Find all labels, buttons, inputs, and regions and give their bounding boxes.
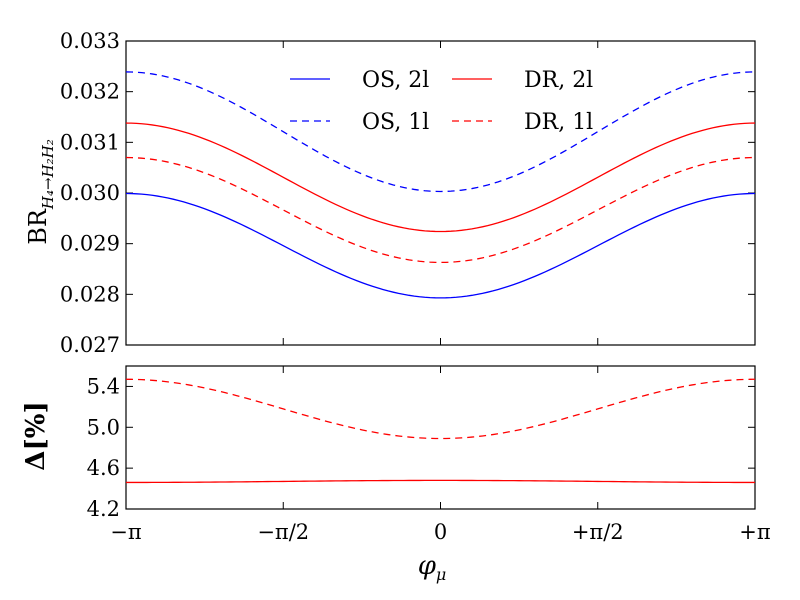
series-line--1l — [125, 378, 756, 440]
bottom-panel: 4.2 4.6 5.0 5.4 −π −π/2 0 +π/2 +π — [87, 365, 771, 544]
legend-label: OS, 1l — [362, 110, 429, 135]
x-tick-label: −π/2 — [257, 520, 309, 544]
series-line-os-1l — [125, 71, 756, 193]
legend: OS, 2l DR, 2l OS, 1l DR, 1l — [290, 68, 593, 135]
y-tick-label: 0.030 — [60, 181, 120, 205]
y-tick-label: 4.6 — [87, 456, 120, 480]
y-tick-label: 4.2 — [87, 497, 120, 521]
y-tick-label: 0.031 — [60, 130, 120, 154]
y-tick-label: 5.4 — [87, 374, 120, 398]
y-tick-label: 0.028 — [60, 282, 120, 306]
y-tick-label: 0.027 — [60, 333, 120, 357]
x-tick-label: −π — [110, 520, 142, 544]
y-tick-label: 0.032 — [60, 80, 120, 104]
x-tick-label: +π — [739, 520, 771, 544]
series-line-dr-2l — [125, 122, 756, 233]
plot-frame — [125, 365, 756, 510]
y-tick-label: 0.029 — [60, 232, 120, 256]
x-tick-label: +π/2 — [572, 520, 624, 544]
series-line--2l — [126, 479, 755, 484]
top-ylabel: BRH₄→H₂H₂ — [24, 139, 57, 245]
x-tick-label: 0 — [434, 520, 447, 544]
plot-frame — [125, 40, 756, 346]
xlabel: φμ — [418, 551, 447, 584]
legend-label: DR, 2l — [524, 68, 593, 93]
y-tick-label: 0.033 — [60, 29, 120, 53]
legend-label: OS, 2l — [362, 68, 429, 93]
y-tick-label: 5.0 — [87, 415, 120, 439]
top-panel: 0.027 0.028 0.029 0.030 0.031 0.032 0.033 OS, 2… — [60, 29, 756, 357]
legend-label: DR, 1l — [524, 110, 593, 135]
series-line-os-2l — [125, 192, 756, 299]
bottom-ylabel: Δ[%] — [21, 401, 51, 470]
series-line-dr-1l — [125, 156, 756, 264]
